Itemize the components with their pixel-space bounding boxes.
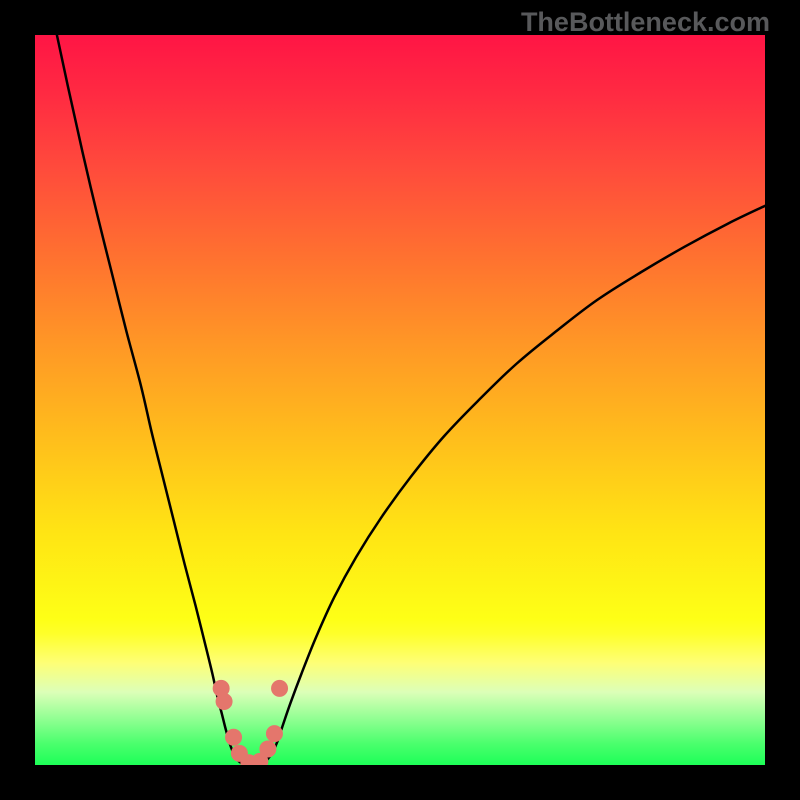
plot-area — [35, 35, 765, 765]
watermark-text: TheBottleneck.com — [521, 7, 770, 38]
chart-container: TheBottleneck.com — [0, 0, 800, 800]
curve-markers — [35, 35, 765, 765]
